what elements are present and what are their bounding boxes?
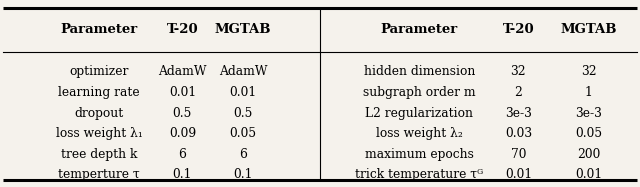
Text: 0.1: 0.1	[234, 168, 253, 181]
Text: MGTAB: MGTAB	[561, 23, 617, 36]
Text: subgraph order m: subgraph order m	[363, 86, 476, 99]
Text: 1: 1	[585, 86, 593, 99]
Text: 0.01: 0.01	[505, 168, 532, 181]
Text: 0.03: 0.03	[505, 127, 532, 140]
Text: loss weight λ₁: loss weight λ₁	[56, 127, 143, 140]
Text: AdamW: AdamW	[219, 65, 268, 79]
Text: 0.09: 0.09	[169, 127, 196, 140]
Text: temperture τ: temperture τ	[58, 168, 140, 181]
Text: MGTAB: MGTAB	[215, 23, 271, 36]
Text: 0.05: 0.05	[575, 127, 602, 140]
Text: 0.1: 0.1	[173, 168, 192, 181]
Text: 200: 200	[577, 148, 600, 161]
Text: 32: 32	[581, 65, 596, 79]
Text: 2: 2	[515, 86, 522, 99]
Text: optimizer: optimizer	[70, 65, 129, 79]
Text: tree depth k: tree depth k	[61, 148, 138, 161]
Text: 3e-3: 3e-3	[505, 107, 532, 120]
Text: Parameter: Parameter	[381, 23, 458, 36]
Text: maximum epochs: maximum epochs	[365, 148, 474, 161]
Text: 0.01: 0.01	[230, 86, 257, 99]
Text: T-20: T-20	[166, 23, 198, 36]
Text: 6: 6	[179, 148, 186, 161]
Text: T-20: T-20	[502, 23, 534, 36]
Text: 3e-3: 3e-3	[575, 107, 602, 120]
Text: 0.5: 0.5	[234, 107, 253, 120]
Text: 32: 32	[511, 65, 526, 79]
Text: dropout: dropout	[75, 107, 124, 120]
Text: trick temperature τᴳ: trick temperature τᴳ	[355, 168, 483, 181]
Text: 0.5: 0.5	[173, 107, 192, 120]
Text: AdamW: AdamW	[158, 65, 207, 79]
Text: 0.01: 0.01	[575, 168, 602, 181]
Text: Parameter: Parameter	[61, 23, 138, 36]
Text: 0.01: 0.01	[169, 86, 196, 99]
Text: learning rate: learning rate	[58, 86, 140, 99]
Text: 6: 6	[239, 148, 247, 161]
Text: L2 regularization: L2 regularization	[365, 107, 473, 120]
Text: loss weight λ₂: loss weight λ₂	[376, 127, 463, 140]
Text: hidden dimension: hidden dimension	[364, 65, 475, 79]
Text: 0.05: 0.05	[230, 127, 257, 140]
Text: 70: 70	[511, 148, 526, 161]
